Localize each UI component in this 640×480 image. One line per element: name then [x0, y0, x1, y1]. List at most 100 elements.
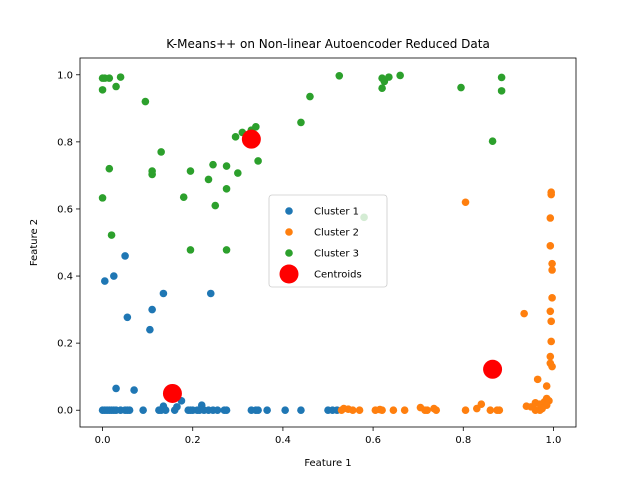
- cluster-1-point: [159, 289, 168, 298]
- x-tick-label: 0.0: [95, 435, 111, 446]
- y-tick-label: 0.8: [57, 137, 73, 148]
- cluster-2-point: [355, 406, 364, 415]
- cluster-3-point: [234, 169, 242, 177]
- x-tick-label: 0.8: [455, 435, 471, 446]
- centroid-point: [162, 383, 182, 403]
- cluster-2-point: [546, 352, 555, 361]
- cluster-3-point: [105, 164, 114, 173]
- cluster-2-point: [400, 406, 409, 415]
- cluster-2-point: [371, 406, 380, 415]
- cluster-3-point: [396, 71, 404, 80]
- cluster-2-point: [548, 362, 556, 371]
- y-axis: 0.0 0.2 0.4 0.6 0.8 1.0: [57, 70, 80, 417]
- legend-label: Centroids: [314, 270, 362, 281]
- chart-title: K-Means++ on Non-linear Autoencoder Redu…: [166, 37, 490, 51]
- cluster-3-point: [297, 118, 305, 127]
- cluster-2-point: [473, 404, 481, 413]
- cluster-3-point: [378, 84, 386, 92]
- cluster-2-point: [337, 406, 346, 415]
- y-axis-label: Feature 2: [29, 219, 40, 266]
- legend-box: [268, 194, 388, 288]
- cluster-2-point: [461, 198, 470, 207]
- cluster-3-point: [306, 92, 314, 101]
- cluster-1-point: [112, 384, 120, 393]
- cluster-3-point: [116, 73, 125, 81]
- cluster-3-point: [335, 71, 344, 80]
- cluster-3-point: [204, 175, 213, 184]
- cluster-2-point: [547, 190, 555, 199]
- cluster-2-point: [416, 403, 425, 412]
- y-tick-label: 0.2: [57, 339, 73, 350]
- cluster-3-point: [98, 86, 107, 94]
- cluster-3-point: [141, 97, 150, 106]
- cluster-1-point: [121, 252, 129, 260]
- x-tick-label: 1.0: [546, 435, 562, 446]
- cluster-1-point: [125, 406, 134, 415]
- axes-frame: [79, 57, 577, 428]
- cluster-1-point: [161, 406, 170, 415]
- cluster-2-point: [547, 337, 555, 346]
- cluster-3-point: [497, 73, 506, 82]
- cluster-1-point: [281, 406, 289, 415]
- cluster-3-point: [107, 231, 116, 239]
- y-tick-label: 1.0: [57, 70, 73, 81]
- y-tick-label: 0.4: [57, 272, 73, 283]
- cluster-1-point: [130, 386, 138, 394]
- legend: Cluster 1 Cluster 2 Cluster 3 Centroids: [268, 194, 388, 288]
- cluster-2-point: [538, 404, 546, 413]
- cluster-2-point: [495, 406, 504, 415]
- legend-label: Cluster 3: [314, 249, 359, 260]
- cluster-3-point: [186, 167, 195, 175]
- cluster-1-point: [206, 289, 215, 298]
- x-axis-label: Feature 1: [304, 458, 351, 469]
- centroid-point: [483, 359, 503, 379]
- y-tick-label: 0.0: [57, 406, 73, 417]
- cluster-1-point: [263, 406, 271, 415]
- cluster-2-point: [547, 317, 555, 326]
- cluster-2-point: [546, 242, 555, 250]
- cluster-2-point: [548, 294, 556, 302]
- cluster-2-point: [546, 307, 555, 316]
- cluster-2-point: [389, 406, 398, 415]
- cluster-3-point: [179, 193, 188, 202]
- cluster-3-point: [254, 157, 262, 165]
- cluster-1-point: [139, 406, 147, 415]
- cluster-1-point: [297, 406, 305, 415]
- cluster-2-point: [486, 406, 495, 415]
- x-tick-label: 0.6: [365, 435, 381, 446]
- x-axis: 0.0 0.2 0.4 0.6 0.8 1.0: [95, 427, 562, 446]
- legend-label: Cluster 1: [314, 207, 359, 218]
- cluster-2-point: [548, 266, 556, 274]
- cluster-1-point: [254, 406, 262, 415]
- legend-label: Cluster 2: [314, 228, 359, 239]
- cluster-1-point: [101, 277, 109, 285]
- cluster-3-point: [222, 162, 231, 170]
- cluster-3-point: [222, 185, 231, 193]
- cluster-2-point: [430, 404, 438, 413]
- cluster-3-point: [211, 201, 220, 210]
- cluster-3-point: [98, 194, 107, 202]
- cluster-1-point: [110, 272, 118, 280]
- cluster-3-point: [157, 148, 165, 156]
- cluster-3-point: [186, 246, 195, 254]
- legend-marker: [285, 249, 293, 257]
- cluster-3-point: [112, 82, 120, 91]
- cluster-3-point: [222, 246, 231, 254]
- cluster-3-point: [385, 73, 393, 81]
- cluster-2-point: [520, 309, 528, 318]
- cluster-2-point: [533, 375, 542, 384]
- cluster-2-point: [542, 382, 551, 390]
- cluster-3-point: [231, 133, 240, 141]
- cluster-2-point: [461, 406, 470, 415]
- cluster-3-point: [148, 170, 156, 179]
- cluster-1-point: [146, 325, 154, 334]
- cluster-3-point: [497, 87, 506, 95]
- cluster-2-point: [527, 403, 535, 411]
- cluster-1-point: [148, 305, 156, 314]
- legend-marker: [285, 207, 293, 215]
- legend-marker: [285, 228, 293, 236]
- cluster-1-point: [213, 406, 222, 415]
- x-tick-label: 0.4: [275, 435, 291, 446]
- cluster-1-point: [222, 406, 231, 415]
